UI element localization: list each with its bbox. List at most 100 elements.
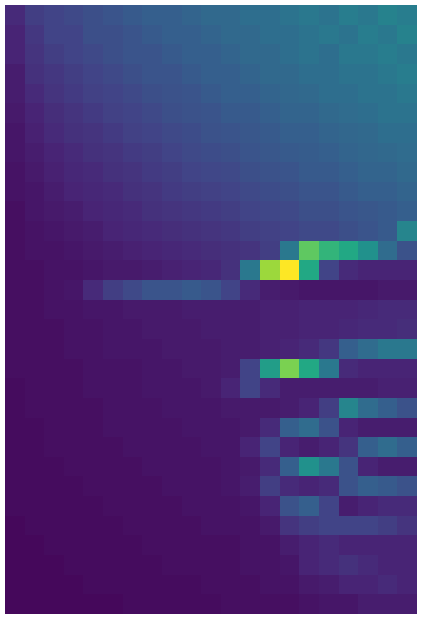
heat-cell bbox=[5, 535, 25, 555]
heat-cell bbox=[378, 575, 397, 594]
heat-cell bbox=[280, 25, 299, 44]
heat-cell bbox=[280, 5, 299, 25]
heat-cell bbox=[358, 162, 378, 182]
heat-cell bbox=[358, 182, 378, 201]
heat-cell bbox=[280, 476, 299, 496]
heat-cell bbox=[182, 143, 201, 162]
heat-cell bbox=[358, 457, 378, 476]
heat-cell bbox=[221, 182, 240, 201]
heat-cell bbox=[162, 221, 182, 241]
heat-cell bbox=[299, 418, 319, 437]
heat-cell bbox=[123, 260, 142, 280]
heat-cell bbox=[25, 359, 44, 378]
heat-cell bbox=[339, 418, 358, 437]
heat-cell bbox=[201, 496, 221, 516]
heat-cell bbox=[378, 418, 397, 437]
heat-cell bbox=[83, 5, 103, 25]
heat-cell bbox=[25, 280, 44, 300]
heat-cell bbox=[103, 437, 123, 457]
heat-cell bbox=[319, 339, 339, 359]
heat-cell bbox=[240, 280, 260, 300]
heat-cell bbox=[123, 123, 142, 143]
heat-cell bbox=[83, 476, 103, 496]
heat-cell bbox=[25, 182, 44, 201]
heat-cell bbox=[260, 594, 280, 614]
heat-cell bbox=[280, 103, 299, 123]
heat-cell bbox=[201, 398, 221, 418]
heat-cell bbox=[339, 300, 358, 319]
heat-cell bbox=[299, 221, 319, 241]
heat-cell bbox=[83, 359, 103, 378]
heat-cell bbox=[280, 162, 299, 182]
heat-cell bbox=[319, 260, 339, 280]
heat-cell bbox=[280, 398, 299, 418]
heat-cell bbox=[123, 418, 142, 437]
heat-cell bbox=[339, 555, 358, 575]
heat-cell bbox=[201, 378, 221, 398]
heat-cell bbox=[221, 437, 240, 457]
heat-cell bbox=[378, 516, 397, 535]
heat-cell bbox=[162, 260, 182, 280]
heat-cell bbox=[83, 535, 103, 555]
heat-cell bbox=[319, 300, 339, 319]
heat-cell bbox=[142, 221, 162, 241]
heat-cell bbox=[378, 555, 397, 575]
heat-cell bbox=[44, 280, 64, 300]
heat-cell bbox=[378, 44, 397, 64]
heat-cell bbox=[123, 300, 142, 319]
heat-cell bbox=[397, 437, 417, 457]
heat-cell bbox=[201, 457, 221, 476]
heat-cell bbox=[358, 555, 378, 575]
heat-cell bbox=[319, 594, 339, 614]
heat-cell bbox=[260, 84, 280, 103]
heat-cell bbox=[5, 201, 25, 221]
heat-cell bbox=[25, 143, 44, 162]
heat-cell bbox=[103, 44, 123, 64]
heat-cell bbox=[123, 359, 142, 378]
heat-cell bbox=[5, 25, 25, 44]
heat-cell bbox=[339, 260, 358, 280]
heat-cell bbox=[142, 575, 162, 594]
heat-cell bbox=[280, 280, 299, 300]
heat-cell bbox=[83, 123, 103, 143]
heat-cell bbox=[64, 64, 83, 84]
heat-cell bbox=[280, 300, 299, 319]
heat-cell bbox=[378, 162, 397, 182]
heat-cell bbox=[201, 182, 221, 201]
heat-cell bbox=[319, 25, 339, 44]
heat-cell bbox=[240, 64, 260, 84]
heat-cell bbox=[397, 516, 417, 535]
heat-cell bbox=[221, 260, 240, 280]
heat-cell bbox=[103, 319, 123, 339]
heat-cell bbox=[103, 143, 123, 162]
heat-cell bbox=[240, 123, 260, 143]
heat-cell bbox=[64, 5, 83, 25]
heat-cell bbox=[103, 359, 123, 378]
heat-cell bbox=[378, 241, 397, 260]
heat-cell bbox=[64, 182, 83, 201]
heat-cell bbox=[319, 575, 339, 594]
heat-cell bbox=[260, 457, 280, 476]
heat-cell bbox=[103, 84, 123, 103]
heat-cell bbox=[378, 64, 397, 84]
heat-cell bbox=[319, 555, 339, 575]
heat-cell bbox=[260, 516, 280, 535]
heat-cell bbox=[5, 300, 25, 319]
heat-cell bbox=[182, 84, 201, 103]
heat-cell bbox=[83, 555, 103, 575]
heat-cell bbox=[25, 496, 44, 516]
heat-cell bbox=[123, 457, 142, 476]
heat-cell bbox=[378, 25, 397, 44]
heat-cell bbox=[182, 339, 201, 359]
heat-cell bbox=[260, 535, 280, 555]
heat-cell bbox=[299, 143, 319, 162]
heat-cell bbox=[44, 221, 64, 241]
heat-cell bbox=[123, 339, 142, 359]
heat-cell bbox=[260, 162, 280, 182]
heat-cell bbox=[64, 476, 83, 496]
heat-cell bbox=[339, 516, 358, 535]
heat-cell bbox=[299, 457, 319, 476]
heat-cell bbox=[280, 339, 299, 359]
heat-cell bbox=[221, 44, 240, 64]
heat-cell bbox=[25, 300, 44, 319]
